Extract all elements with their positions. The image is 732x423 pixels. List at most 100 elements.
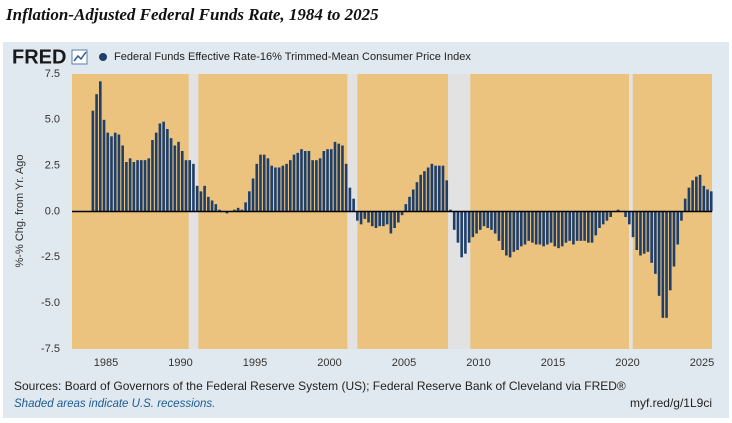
bar bbox=[147, 158, 151, 212]
x-tick-label: 2025 bbox=[690, 357, 714, 369]
x-tick-label: 2005 bbox=[392, 357, 416, 369]
bar bbox=[374, 211, 378, 228]
chart-title: Inflation-Adjusted Federal Funds Rate, 1… bbox=[5, 5, 379, 24]
bar bbox=[646, 211, 650, 252]
bar bbox=[512, 211, 516, 252]
bar bbox=[702, 185, 706, 212]
bar bbox=[661, 211, 665, 318]
y-tick-label: 2.5 bbox=[45, 160, 60, 172]
x-tick-label: 2020 bbox=[615, 357, 639, 369]
bar bbox=[408, 196, 411, 212]
bar bbox=[642, 211, 646, 254]
bar bbox=[590, 211, 594, 243]
x-tick-label: 1985 bbox=[94, 357, 118, 369]
bar bbox=[605, 211, 609, 221]
bar bbox=[657, 211, 661, 296]
bar bbox=[609, 211, 612, 217]
bar bbox=[482, 211, 486, 227]
bar bbox=[180, 151, 184, 212]
bar bbox=[292, 154, 296, 212]
bar bbox=[125, 162, 128, 212]
bar bbox=[117, 134, 121, 212]
bar bbox=[363, 211, 367, 219]
bar bbox=[378, 211, 382, 227]
bar bbox=[668, 211, 672, 291]
bar bbox=[531, 211, 534, 243]
bar bbox=[184, 160, 188, 212]
bar bbox=[434, 165, 437, 212]
bar bbox=[452, 211, 456, 230]
bar bbox=[99, 81, 102, 212]
bar bbox=[91, 110, 95, 212]
legend-marker bbox=[99, 53, 107, 61]
bar bbox=[475, 211, 478, 234]
x-tick-label: 2000 bbox=[317, 357, 341, 369]
logo-icon bbox=[71, 49, 88, 65]
bar bbox=[549, 211, 553, 243]
y-tick-label: 7.5 bbox=[45, 68, 60, 80]
bar bbox=[121, 145, 124, 212]
bar bbox=[162, 121, 165, 212]
bar bbox=[650, 211, 653, 263]
bar bbox=[203, 185, 206, 212]
bar bbox=[277, 167, 281, 212]
bar bbox=[415, 182, 419, 212]
bar bbox=[680, 211, 683, 221]
bar bbox=[210, 200, 214, 212]
bar bbox=[575, 211, 579, 241]
bar bbox=[370, 211, 374, 227]
bar bbox=[527, 211, 531, 241]
bar bbox=[534, 211, 538, 245]
bar bbox=[281, 165, 285, 212]
fred-logo: FRED bbox=[12, 46, 66, 68]
y-tick-label: 0.0 bbox=[45, 205, 60, 217]
bar bbox=[560, 211, 564, 247]
bar bbox=[367, 211, 370, 223]
bar bbox=[627, 211, 631, 225]
bar bbox=[445, 180, 449, 212]
bar bbox=[478, 211, 482, 230]
bar bbox=[95, 94, 98, 212]
bar bbox=[546, 211, 549, 245]
bar bbox=[173, 145, 177, 212]
bar bbox=[296, 152, 300, 212]
bar bbox=[102, 119, 106, 212]
bar bbox=[218, 209, 221, 212]
bar bbox=[616, 209, 620, 212]
bar bbox=[195, 185, 199, 212]
bar bbox=[359, 211, 363, 225]
bar bbox=[192, 163, 195, 212]
y-tick-label: -5.0 bbox=[41, 297, 60, 309]
bar bbox=[464, 211, 467, 254]
bar bbox=[225, 211, 229, 214]
recession-note: Shaded areas indicate U.S. recessions. bbox=[14, 398, 215, 410]
bar bbox=[158, 123, 162, 212]
bar bbox=[456, 211, 460, 243]
bar bbox=[177, 141, 180, 212]
bar bbox=[199, 191, 203, 212]
bar bbox=[497, 211, 501, 241]
source-note: Sources: Board of Governors of the Feder… bbox=[14, 379, 626, 393]
bar bbox=[508, 211, 512, 258]
bar bbox=[329, 149, 333, 212]
bar bbox=[274, 167, 277, 212]
bar bbox=[594, 211, 598, 236]
bar bbox=[423, 171, 426, 212]
bar bbox=[288, 160, 292, 212]
bar bbox=[128, 158, 132, 212]
bar bbox=[557, 211, 560, 249]
bar bbox=[143, 160, 147, 212]
bar bbox=[419, 174, 422, 212]
bar bbox=[624, 211, 627, 217]
y-tick-label: 5.0 bbox=[45, 114, 60, 126]
bar bbox=[136, 160, 139, 212]
x-tick-label: 2010 bbox=[466, 357, 490, 369]
bar bbox=[639, 211, 642, 256]
bar bbox=[654, 211, 657, 274]
bar bbox=[635, 211, 639, 250]
bar bbox=[438, 165, 441, 212]
bar bbox=[207, 196, 210, 212]
bar bbox=[706, 189, 709, 212]
bar bbox=[460, 211, 463, 258]
bar bbox=[385, 211, 389, 225]
